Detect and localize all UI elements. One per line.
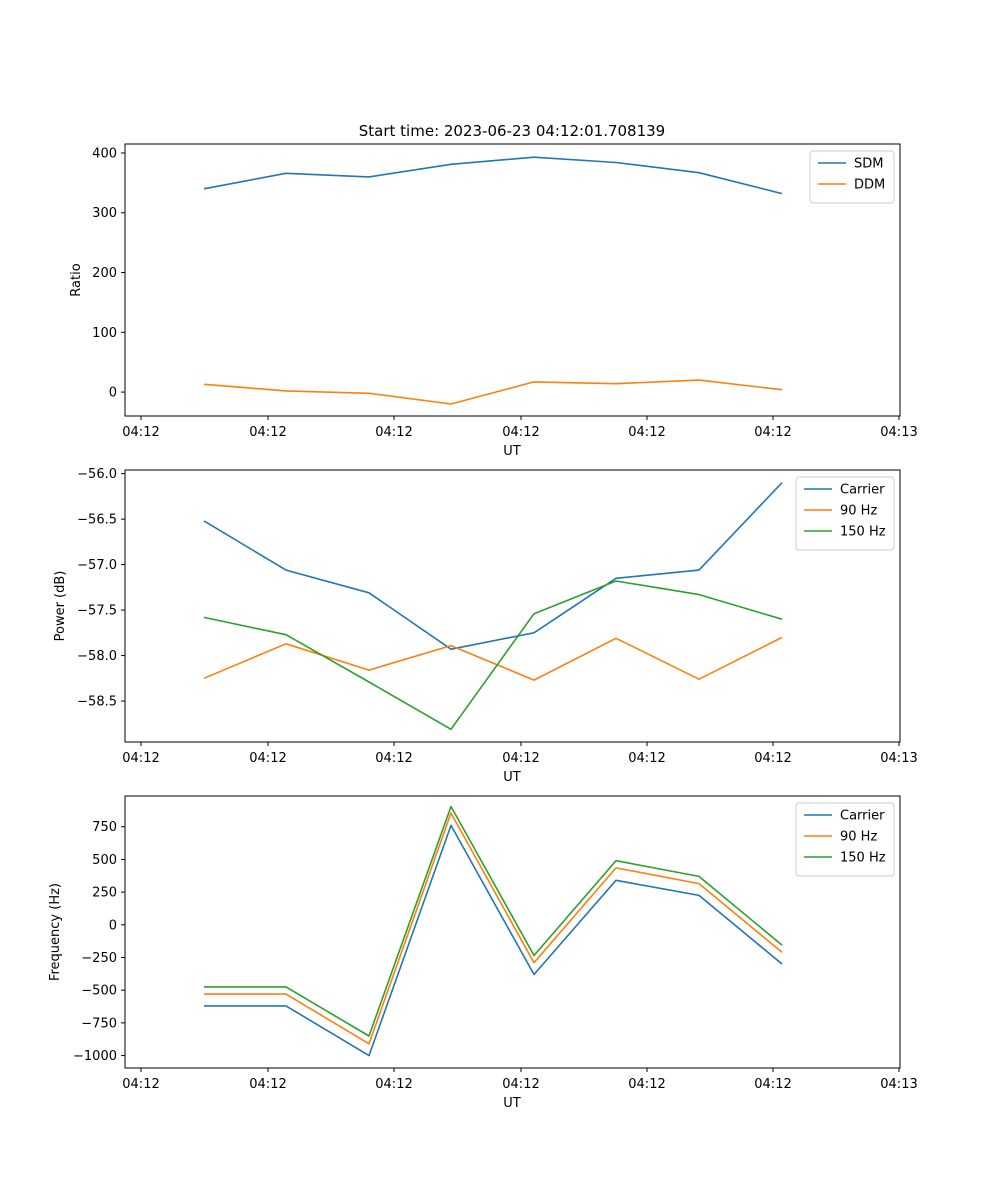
series-line-90-hz: [204, 812, 783, 1045]
legend-label: DDM: [854, 178, 885, 193]
legend-label: 150 Hz: [840, 525, 886, 540]
legend-box: [809, 150, 895, 204]
series-line-sdm: [203, 156, 783, 195]
y-tick-label: −58.5: [77, 695, 117, 710]
x-tick-label: 04:12: [502, 1077, 539, 1092]
x-tick-label: 04:12: [122, 751, 159, 766]
x-tick-label: 04:12: [628, 425, 665, 440]
series-line-150-hz: [204, 805, 783, 1037]
x-axis-label: UT: [503, 1096, 521, 1111]
legend-label: 90 Hz: [840, 504, 877, 519]
series-line-carrier: [204, 824, 783, 1057]
series-line-90-hz: [203, 636, 783, 681]
axes-frame: [124, 795, 901, 1069]
axes-frame: [124, 143, 901, 417]
y-tick-label: 400: [92, 146, 117, 161]
x-tick-label: 04:12: [249, 425, 286, 440]
power-panel: 04:12 04:12 04:12 04:12 04:12 04:12 04:13 −56.0…: [53, 467, 918, 785]
x-tick-label: 04:13: [880, 1077, 917, 1092]
y-tick-label: 0: [109, 386, 117, 401]
y-tick-label: −56.0: [77, 467, 117, 482]
x-tick-label: 04:12: [375, 1077, 412, 1092]
y-tick-label: 250: [92, 886, 117, 901]
x-axis-label: UT: [503, 770, 521, 785]
x-tick-label: 04:12: [122, 425, 159, 440]
y-tick-label: −1000: [73, 1049, 117, 1064]
y-tick-label: 750: [92, 820, 117, 835]
x-tick-label: 04:13: [880, 751, 917, 766]
y-tick-label: 100: [92, 326, 117, 341]
x-tick-label: 04:12: [502, 751, 539, 766]
y-tick-label: −500: [81, 984, 117, 999]
y-axis-label: Ratio: [69, 263, 84, 296]
y-tick-label: 500: [92, 853, 117, 868]
legend-label: SDM: [854, 157, 883, 172]
series-line-150-hz: [203, 580, 783, 731]
series-line-ddm: [203, 379, 783, 405]
legend-label: 90 Hz: [840, 830, 877, 845]
x-tick-label: 04:12: [249, 1077, 286, 1092]
x-tick-label: 04:12: [122, 1077, 159, 1092]
series-line-carrier: [203, 482, 783, 651]
y-tick-label: −57.5: [77, 604, 117, 619]
y-axis-label: Power (dB): [53, 571, 68, 642]
frequency-panel: 04:12 04:12 04:12 04:12 04:12 04:12 04:13 750 50…: [48, 795, 918, 1111]
y-tick-label: 300: [92, 206, 117, 221]
legend-label: Carrier: [840, 483, 885, 498]
x-tick-label: 04:12: [502, 425, 539, 440]
legend-label: Carrier: [840, 809, 885, 824]
x-tick-label: 04:12: [754, 751, 791, 766]
x-tick-label: 04:12: [249, 751, 286, 766]
y-tick-label: −58.0: [77, 649, 117, 664]
y-axis-label: Frequency (Hz): [48, 883, 63, 981]
figure-title: Start time: 2023-06-23 04:12:01.708139: [359, 122, 665, 140]
y-tick-label: −250: [81, 951, 117, 966]
ratio-panel: 04:12 04:12 04:12 04:12 04:12 04:12 04:13 0 100 2…: [69, 143, 918, 459]
x-tick-label: 04:12: [628, 751, 665, 766]
legend-label: 150 Hz: [840, 851, 886, 866]
x-tick-label: 04:13: [880, 425, 917, 440]
x-tick-label: 04:12: [754, 425, 791, 440]
y-tick-label: −57.0: [77, 558, 117, 573]
y-tick-label: −56.5: [77, 513, 117, 528]
x-tick-label: 04:12: [628, 1077, 665, 1092]
axes-frame: [124, 469, 901, 743]
x-tick-label: 04:12: [754, 1077, 791, 1092]
x-axis-label: UT: [503, 444, 521, 459]
y-tick-label: 200: [92, 266, 117, 281]
y-tick-label: 0: [109, 918, 117, 933]
x-tick-label: 04:12: [375, 425, 412, 440]
x-tick-label: 04:12: [375, 751, 412, 766]
y-tick-label: −750: [81, 1016, 117, 1031]
